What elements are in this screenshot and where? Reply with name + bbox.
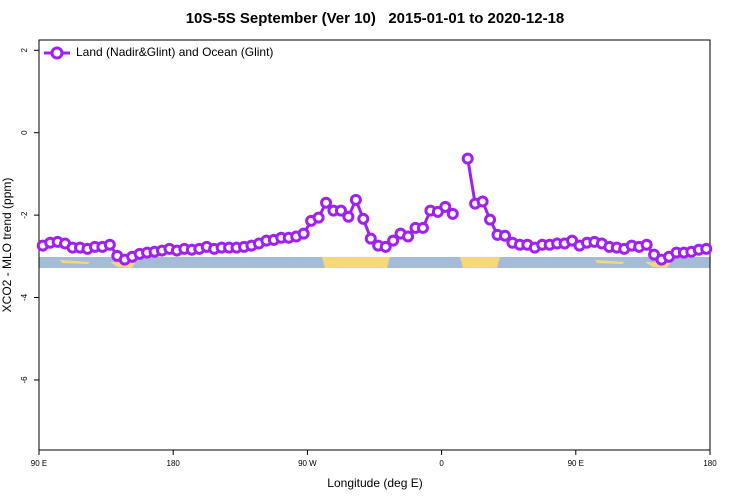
point [103,238,116,251]
point [439,200,452,213]
y-tick-label: -2 [20,211,29,219]
x-tick-label: 180 [703,459,717,468]
y-tick-label: 0 [20,130,29,135]
point [364,232,377,245]
x-tick-label: 90 W [298,459,317,468]
point [349,193,362,206]
point [640,238,653,251]
legend-marker [50,46,64,60]
x-tick-label: 180 [167,459,181,468]
y-tick-label: 2 [20,48,29,53]
x-tick-label: 90 E [568,459,584,468]
land-band [460,257,500,268]
point [402,230,415,243]
point [446,207,459,220]
point [461,152,474,165]
y-axis-label: XCO2 - MLO trend (ppm) [0,178,14,313]
point [498,229,511,242]
point [342,210,355,223]
land-band [595,260,625,264]
y-tick-label: -4 [20,293,29,301]
legend-label: Land (Nadir&Glint) and Ocean (Glint) [76,45,273,59]
land-band [60,260,90,264]
x-tick-label: 0 [439,459,444,468]
point [484,213,497,226]
legend: Land (Nadir&Glint) and Ocean (Glint) [44,45,273,60]
y-tick-label: -6 [20,376,29,384]
point [416,221,429,234]
point [320,196,333,209]
point [357,212,370,225]
point [476,195,489,208]
point [297,227,310,240]
point [379,240,392,253]
point [312,211,325,224]
x-tick-label: 90 E [31,459,47,468]
point [387,234,400,247]
chart-title: 10S-5S September (Ver 10) 2015-01-01 to … [186,10,565,27]
x-axis-label: Longitude (deg E) [327,476,422,490]
point [334,204,347,217]
land-band [322,257,390,268]
point [700,242,713,255]
